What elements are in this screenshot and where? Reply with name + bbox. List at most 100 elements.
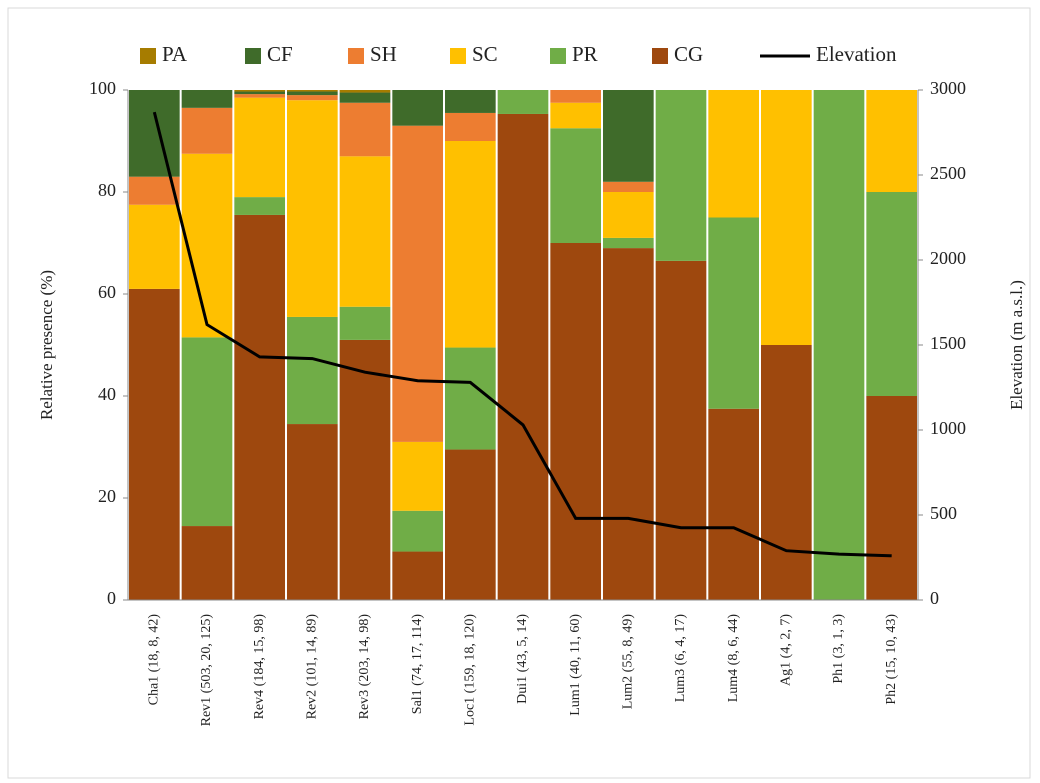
bar-segment [708, 217, 759, 409]
legend-swatch [550, 48, 566, 64]
bar-segment [445, 449, 496, 600]
bar-segment [550, 102, 601, 129]
bar-segment [497, 90, 549, 114]
bar-segment [866, 192, 917, 396]
bar-segment [339, 306, 391, 340]
bar-segment [550, 128, 601, 243]
y-tick-label: 60 [98, 282, 116, 302]
bar-segment [287, 91, 338, 96]
bar-segment [392, 90, 443, 126]
bar-segment [181, 153, 233, 338]
bar-segment [287, 316, 338, 425]
x-tick-label: Lum4 (8, 6, 44) [726, 614, 741, 703]
bar-segment [129, 204, 180, 289]
legend-label: SH [370, 42, 397, 66]
legend-swatch [652, 48, 668, 64]
x-tick-label: Rev1 (503, 20, 125) [199, 614, 214, 727]
y2-tick-label: 2000 [930, 248, 966, 268]
bar-segment [603, 90, 654, 182]
bar-segment [287, 424, 338, 600]
legend-swatch [348, 48, 364, 64]
bar-segment [445, 112, 496, 141]
x-tick-label: Ph2 (15, 10, 43) [884, 614, 899, 705]
bar-segment [234, 94, 285, 98]
bar-segment [339, 102, 391, 157]
y-tick-label: 0 [107, 588, 116, 608]
bar-segment [761, 345, 812, 600]
bar-segment [339, 339, 391, 600]
legend-label: SC [472, 42, 498, 66]
bar-segment [129, 288, 180, 600]
bar-segment [550, 90, 601, 103]
bar-segment [181, 90, 233, 108]
legend-label: CG [674, 42, 703, 66]
bar-segment [392, 441, 443, 511]
bar-segment [287, 100, 338, 317]
x-tick-label: Lum1 (40, 11, 60) [568, 614, 583, 716]
bar-segment [339, 90, 391, 93]
y-axis-label: Relative presence (%) [37, 270, 56, 420]
y2-axis-label: Elevation (m a.s.l.) [1007, 280, 1026, 410]
bar-segment [339, 92, 391, 103]
bar-segment [445, 347, 496, 450]
x-tick-label: Rev2 (101, 14, 89) [305, 614, 320, 720]
bar-segment [550, 243, 601, 600]
bar-segment [392, 551, 443, 600]
x-tick-label: Cha1 (18, 8, 42) [147, 614, 162, 706]
bar-segment [445, 141, 496, 348]
y2-tick-label: 500 [930, 503, 957, 523]
x-tick-label: Loc1 (159, 18, 120) [463, 614, 478, 726]
bar-segment [603, 248, 654, 600]
bar-segment [655, 90, 707, 261]
y-tick-label: 40 [98, 384, 116, 404]
y-tick-label: 100 [89, 78, 116, 98]
bar-segment [392, 125, 443, 442]
legend-label: Elevation [816, 42, 897, 66]
x-tick-label: Dui1 (43, 5, 14) [515, 614, 530, 704]
y2-tick-label: 3000 [930, 78, 966, 98]
x-tick-label: Ag1 (4, 2, 7) [779, 614, 794, 686]
bar-segment [129, 90, 180, 177]
bar-segment [234, 91, 285, 95]
x-tick-label: Rev3 (203, 14, 98) [357, 614, 372, 720]
legend-label: PR [572, 42, 598, 66]
legend-swatch [245, 48, 261, 64]
bar-segment [445, 90, 496, 113]
bar-segment [603, 237, 654, 249]
y2-tick-label: 0 [930, 588, 939, 608]
x-tick-label: Ph1 (3, 1, 3) [831, 614, 846, 684]
bar-segment [761, 90, 812, 345]
bar-segment [603, 192, 654, 238]
bar-segment [234, 97, 285, 198]
elevation-line [152, 111, 892, 558]
legend-swatch [140, 48, 156, 64]
y2-tick-label: 2500 [930, 163, 966, 183]
x-tick-label: Sal1 (74, 17, 114) [410, 614, 425, 715]
x-tick-label: Rev4 (184, 15, 98) [252, 614, 267, 720]
bar-segment [497, 113, 549, 600]
bar-segment [392, 510, 443, 552]
bar-segment [181, 107, 233, 154]
bar-segment [708, 408, 759, 600]
bar-segment [181, 337, 233, 527]
bar-segment [234, 90, 285, 92]
bar-segment [603, 181, 654, 192]
y-tick-label: 80 [98, 180, 116, 200]
legend-swatch [450, 48, 466, 64]
bar-segment [287, 95, 338, 101]
legend-label: PA [162, 42, 188, 66]
bar-segment [813, 90, 865, 600]
y2-tick-label: 1500 [930, 333, 966, 353]
bar-segment [234, 197, 285, 215]
bar-segment [655, 260, 707, 600]
bar-segment [287, 90, 338, 92]
bar-segment [234, 214, 285, 600]
y2-tick-label: 1000 [930, 418, 966, 438]
bar-segment [866, 90, 917, 192]
bar-segment [181, 526, 233, 600]
x-tick-label: Lum2 (55, 8, 49) [621, 614, 636, 710]
bar-segment [708, 90, 759, 218]
bar-segment [866, 396, 917, 600]
legend-label: CF [267, 42, 293, 66]
